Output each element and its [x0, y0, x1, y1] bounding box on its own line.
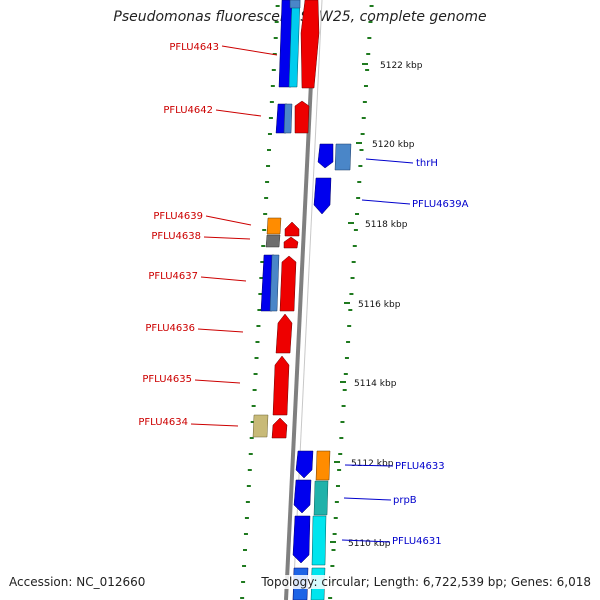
gene-features	[252, 0, 352, 600]
label-PFLU4638[interactable]: PFLU4638	[151, 231, 201, 242]
scale-label-5114: 5114 kbp	[354, 379, 397, 389]
scale-labels: 5122 kbp 5120 kbp 5118 kbp 5116 kbp 5114…	[330, 61, 423, 549]
leader-PFLU4635	[194, 379, 241, 384]
label-PFLU4633[interactable]: PFLU4633	[395, 461, 445, 472]
leader-PFLU4643	[221, 45, 278, 56]
label-thrH[interactable]: thrH	[416, 158, 438, 169]
leader-PFLU4634	[190, 423, 239, 427]
scale-label-5110: 5110 kbp	[348, 539, 391, 549]
label-PFLU4636[interactable]: PFLU4636	[145, 323, 195, 334]
scale-label-5112: 5112 kbp	[351, 459, 394, 469]
label-prpB[interactable]: prpB	[393, 495, 417, 506]
gene-PFLU4637[interactable]	[279, 255, 297, 312]
map-title: Pseudomonas fluorescens SBW25, complete …	[113, 9, 487, 25]
gene-red-4639[interactable]	[284, 221, 300, 237]
gene-red-4634[interactable]	[271, 417, 288, 439]
gene-PFLU4634[interactable]	[252, 414, 269, 438]
topology-text: Topology: circular; Length: 6,722,539 bp…	[261, 575, 591, 589]
gene-prpB[interactable]	[313, 480, 329, 516]
left-labels: PFLU4643 PFLU4642 PFLU4639 PFLU4638 PFLU…	[138, 42, 278, 428]
gene-PFLU4642[interactable]	[294, 100, 310, 134]
label-PFLU4637[interactable]: PFLU4637	[148, 271, 198, 282]
gene-blue-prpB[interactable]	[293, 479, 312, 514]
gene-steelblue-top[interactable]	[289, 0, 301, 9]
label-PFLU4634[interactable]: PFLU4634	[138, 417, 188, 428]
scale-label-5118: 5118 kbp	[365, 220, 408, 230]
label-PFLU4643[interactable]: PFLU4643	[169, 42, 219, 53]
gene-PFLU4639A[interactable]	[313, 177, 332, 215]
scale-label-5120: 5120 kbp	[372, 140, 415, 150]
leader-PFLU4638	[203, 236, 251, 240]
leader-PFLU4639	[205, 215, 252, 226]
leader-PFLU4637	[200, 276, 247, 282]
leader-PFLU4639A	[361, 199, 411, 205]
gene-PFLU4639[interactable]	[266, 217, 282, 235]
gene-steelblue-4637[interactable]	[269, 254, 280, 312]
gene-thrH[interactable]	[334, 143, 352, 171]
scale-label-5116: 5116 kbp	[358, 300, 401, 310]
backbone-outer-line	[284, 0, 317, 600]
accession-text: Accession: NC_012660	[9, 575, 146, 589]
scale-label-5122: 5122 kbp	[380, 61, 423, 71]
leader-PFLU4631	[341, 539, 391, 543]
leader-PFLU4642	[215, 109, 262, 117]
leader-prpB	[343, 497, 392, 501]
gene-PFLU4638[interactable]	[265, 234, 281, 248]
label-PFLU4635[interactable]: PFLU4635	[142, 374, 192, 385]
gene-lightblue-upper[interactable]	[288, 0, 301, 88]
right-labels: thrH PFLU4639A PFLU4633 prpB PFLU4631	[341, 158, 469, 547]
topology-text-value: Topology: circular; Length: 6,722,539 bp…	[261, 575, 591, 589]
gene-PFLU4635[interactable]	[272, 355, 290, 416]
label-PFLU4631[interactable]: PFLU4631	[392, 536, 442, 547]
label-PFLU4639[interactable]: PFLU4639	[153, 211, 203, 222]
gene-blue-4633[interactable]	[295, 450, 314, 479]
gene-blue-4631[interactable]	[292, 515, 311, 564]
label-PFLU4639A[interactable]: PFLU4639A	[412, 199, 469, 210]
gene-PFLU4636[interactable]	[275, 313, 293, 354]
leader-thrH	[365, 158, 414, 164]
gene-red-4638[interactable]	[283, 236, 299, 249]
leader-PFLU4636	[197, 328, 244, 333]
tick-marks	[240, 5, 374, 599]
gene-PFLU4643[interactable]	[300, 0, 320, 89]
gene-steelblue-4642[interactable]	[283, 103, 293, 134]
gene-PFLU4631[interactable]	[311, 515, 327, 566]
leader-PFLU4633	[344, 464, 394, 467]
label-PFLU4642[interactable]: PFLU4642	[163, 105, 213, 116]
gene-thrH-blue[interactable]	[317, 143, 334, 169]
gene-PFLU4633[interactable]	[315, 450, 331, 481]
